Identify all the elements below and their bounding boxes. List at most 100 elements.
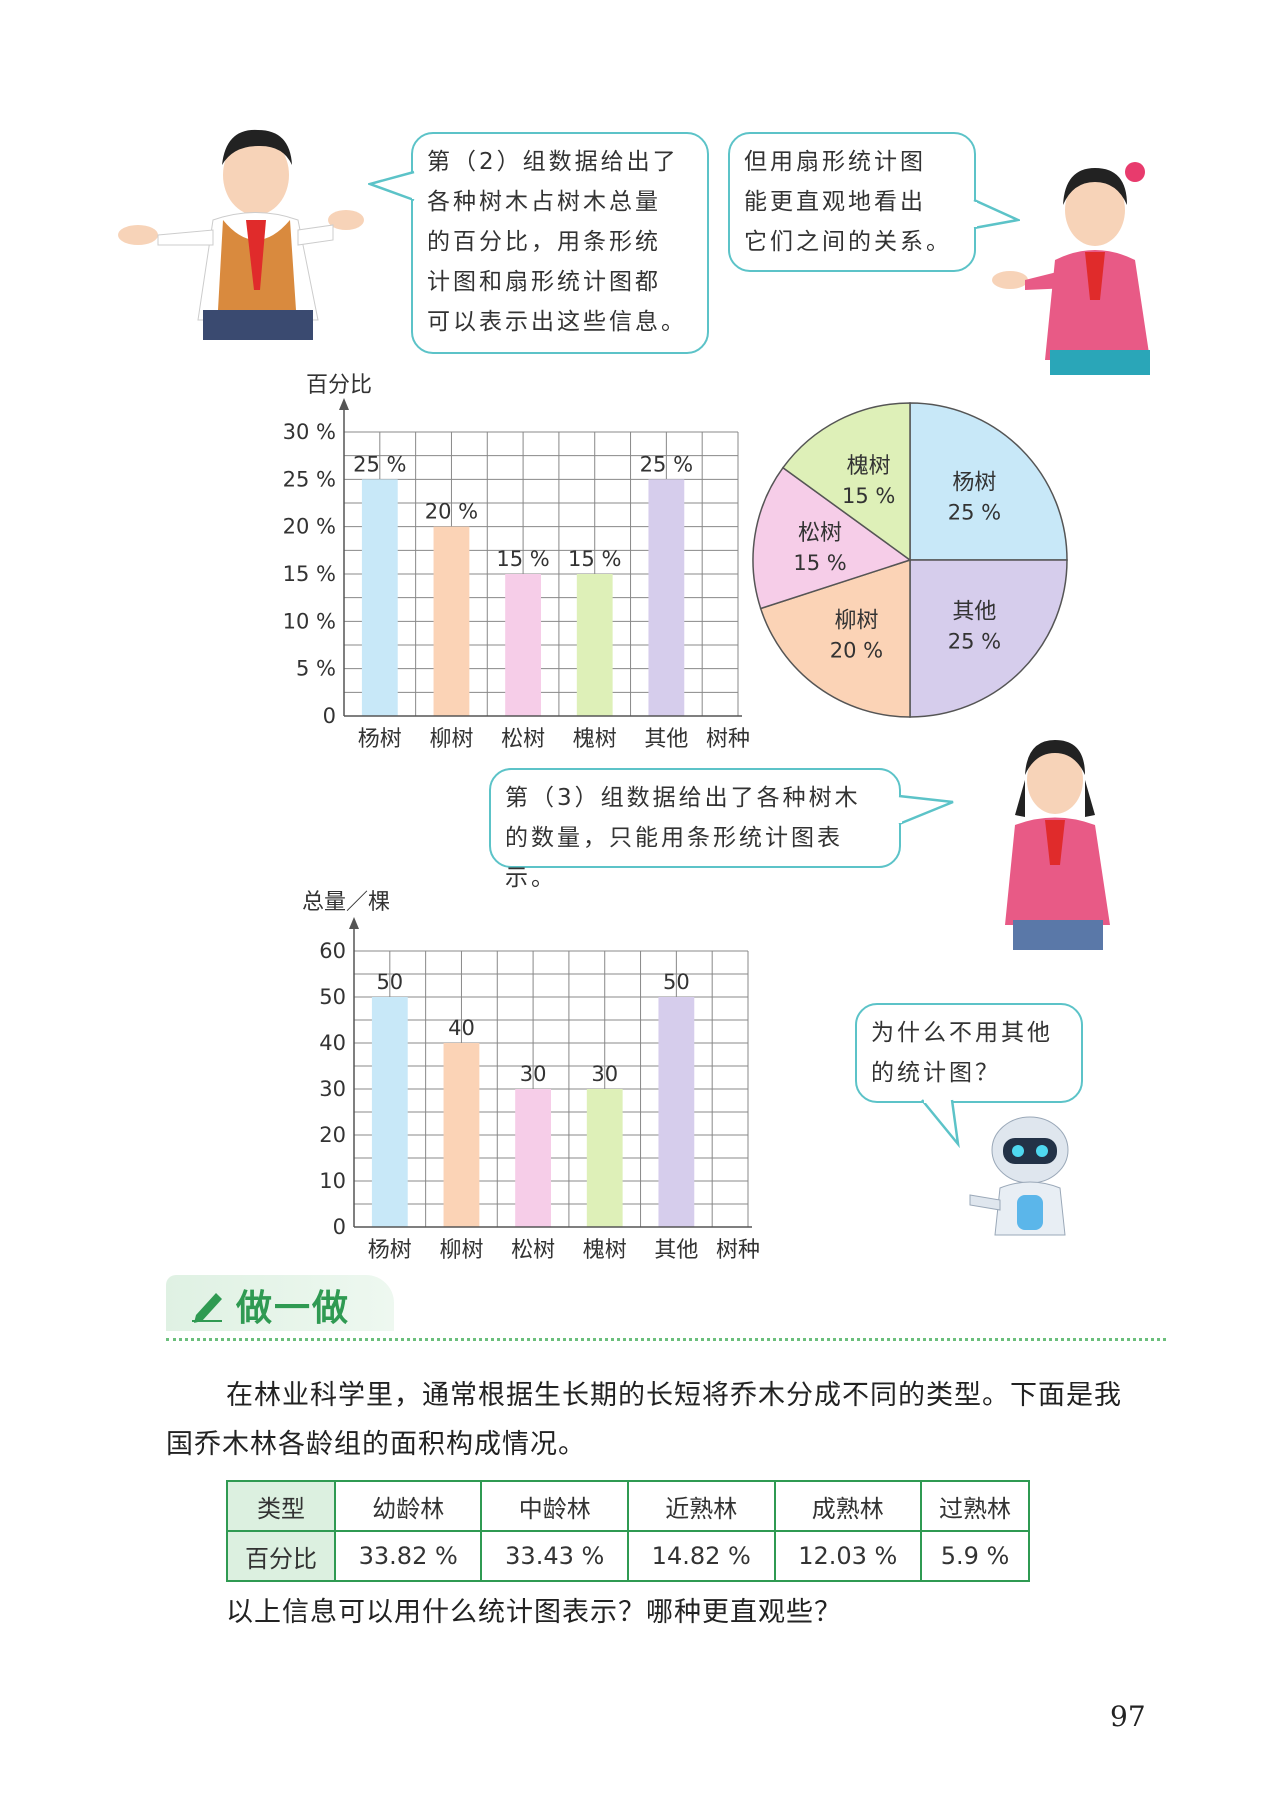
robot-illustration [969, 1116, 1069, 1236]
table-cell: 类型 [226, 1480, 336, 1532]
table-cell: 幼龄林 [333, 1480, 483, 1532]
table-cell: 百分比 [226, 1530, 336, 1582]
y-tick-label: 10 [319, 1169, 346, 1193]
robot-bubble-tail [921, 1098, 960, 1148]
pencil-icon [192, 1293, 222, 1323]
age-group-table: 类型 幼龄林 中龄林 近熟林 成熟林 过熟林 百分比 33.82 % 33.43… [226, 1480, 1030, 1582]
pie-slice [759, 558, 911, 718]
girl-bubble-tail [972, 198, 1020, 230]
robot-speech-text: 为什么不用其他 的统计图？ [871, 1020, 1053, 1086]
y-tick-label: 10 % [283, 609, 336, 633]
x-tick-label: 松树 [501, 727, 545, 752]
slice-value-label: 15 % [793, 551, 846, 575]
bar [648, 479, 685, 716]
data-label: 30 [591, 1062, 618, 1086]
table-cell: 14.82 % [626, 1530, 776, 1582]
section-divider [166, 1338, 1166, 1341]
y-tick-label: 40 [319, 1031, 346, 1055]
data-label: 20 % [425, 500, 478, 524]
data-label: 40 [448, 1016, 475, 1040]
bar [515, 1089, 551, 1227]
slice-value-label: 15 % [842, 484, 895, 508]
girl-speech-bubble: 但用扇形统计图 能更直观地看出 它们之间的关系。 [728, 132, 976, 272]
girl2-speech-text: 第（3）组数据给出了各种树木 的数量，只能用条形统计图表示。 [505, 785, 861, 891]
data-label: 15 % [568, 547, 621, 571]
pie-slice [909, 559, 1068, 718]
data-label: 30 [520, 1062, 547, 1086]
y-tick-label: 25 % [283, 467, 336, 491]
count-bar-chart: 50 杨树 40 柳树 30 松树 30 槐树 50 其他 0 10 20 30 40 50 60 总量／棵树种 [302, 890, 760, 1263]
x-axis-title: 树种 [706, 727, 750, 752]
boy-speech-text: 第（2）组数据给出了 各种树木占树木总量 的百分比，用条形统 计图和扇形统计图都… [427, 149, 687, 335]
y-tick-label: 5 % [296, 657, 336, 681]
table-cell: 12.03 % [773, 1530, 923, 1582]
bar [371, 997, 408, 1227]
y-axis-title: 百分比 [306, 373, 372, 398]
question-text: 以上信息可以用什么统计图表示？哪种更直观些？ [226, 1597, 842, 1628]
girl2-bubble-tail [897, 794, 954, 826]
table-row: 百分比 33.82 % 33.43 % 14.82 % 12.03 % 5.9 … [226, 1530, 1030, 1582]
y-tick-label: 15 % [283, 562, 336, 586]
table-cell: 33.43 % [480, 1530, 629, 1582]
x-tick-label: 其他 [654, 1238, 698, 1263]
bar [361, 479, 398, 716]
slice-label: 其他 [952, 599, 996, 624]
x-tick-label: 杨树 [358, 727, 402, 752]
section-header: 做一做 [166, 1275, 394, 1331]
bar [443, 1043, 480, 1227]
table-header-row: 类型 幼龄林 中龄林 近熟林 成熟林 过熟林 [226, 1480, 1030, 1532]
boy-speech-bubble: 第（2）组数据给出了 各种树木占树木总量 的百分比，用条形统 计图和扇形统计图都… [411, 132, 709, 354]
girl-speech-text: 但用扇形统计图 能更直观地看出 它们之间的关系。 [744, 149, 952, 255]
pie-slice [909, 402, 1068, 561]
x-tick-label: 柳树 [429, 727, 473, 752]
table-cell: 过熟林 [920, 1480, 1030, 1532]
girl2-speech-bubble: 第（3）组数据给出了各种树木 的数量，只能用条形统计图表示。 [489, 768, 901, 891]
y-axis-arrow [339, 398, 349, 410]
bar [576, 574, 613, 716]
paragraph-line-2: 国乔木林各龄组的面积构成情况。 [166, 1429, 586, 1460]
x-tick-label: 其他 [644, 727, 688, 752]
y-tick-label: 60 [319, 939, 346, 963]
x-tick-label: 槐树 [573, 727, 617, 752]
table-cell: 成熟林 [773, 1480, 923, 1532]
girl-illustration [992, 162, 1150, 375]
bar [658, 997, 695, 1227]
y-tick-label: 0 [323, 704, 336, 728]
y-tick-label: 20 % [283, 515, 336, 539]
paragraph-line-1: 在林业科学里，通常根据生长期的长短将乔木分成不同的类型。下面是我 [226, 1380, 1122, 1411]
x-tick-label: 柳树 [439, 1238, 483, 1263]
y-axis-title: 总量／棵 [302, 890, 390, 915]
x-axis-title: 树种 [716, 1238, 760, 1263]
slice-label: 松树 [798, 521, 842, 546]
data-label: 25 % [353, 452, 406, 476]
slice-value-label: 25 % [948, 629, 1001, 653]
y-tick-label: 50 [319, 985, 346, 1009]
table-cell: 近熟林 [626, 1480, 776, 1532]
slice-label: 柳树 [834, 609, 878, 634]
pie-slice [752, 466, 912, 610]
y-tick-label: 20 [319, 1123, 346, 1147]
y-tick-label: 0 [333, 1215, 346, 1239]
table-cell: 中龄林 [480, 1480, 629, 1532]
bar [586, 1089, 623, 1227]
y-axis-arrow [349, 917, 359, 929]
pie-slice [781, 402, 911, 562]
page-number: 97 [1110, 1700, 1146, 1733]
robot-speech-bubble: 为什么不用其他 的统计图？ [855, 1003, 1083, 1103]
x-tick-label: 杨树 [368, 1238, 412, 1263]
boy-bubble-tail [368, 170, 416, 202]
bar [433, 526, 470, 716]
girl2-illustration [1005, 740, 1110, 950]
section-title: 做一做 [236, 1288, 351, 1329]
x-tick-label: 松树 [511, 1238, 555, 1263]
boy-illustration [118, 129, 364, 340]
data-label: 15 % [496, 547, 549, 571]
slice-label: 杨树 [952, 471, 996, 496]
slice-value-label: 25 % [948, 501, 1001, 525]
y-tick-label: 30 [319, 1077, 346, 1101]
y-tick-label: 30 % [283, 420, 336, 444]
x-tick-label: 槐树 [583, 1238, 627, 1263]
data-label: 50 [663, 970, 690, 994]
data-label: 25 % [640, 452, 693, 476]
